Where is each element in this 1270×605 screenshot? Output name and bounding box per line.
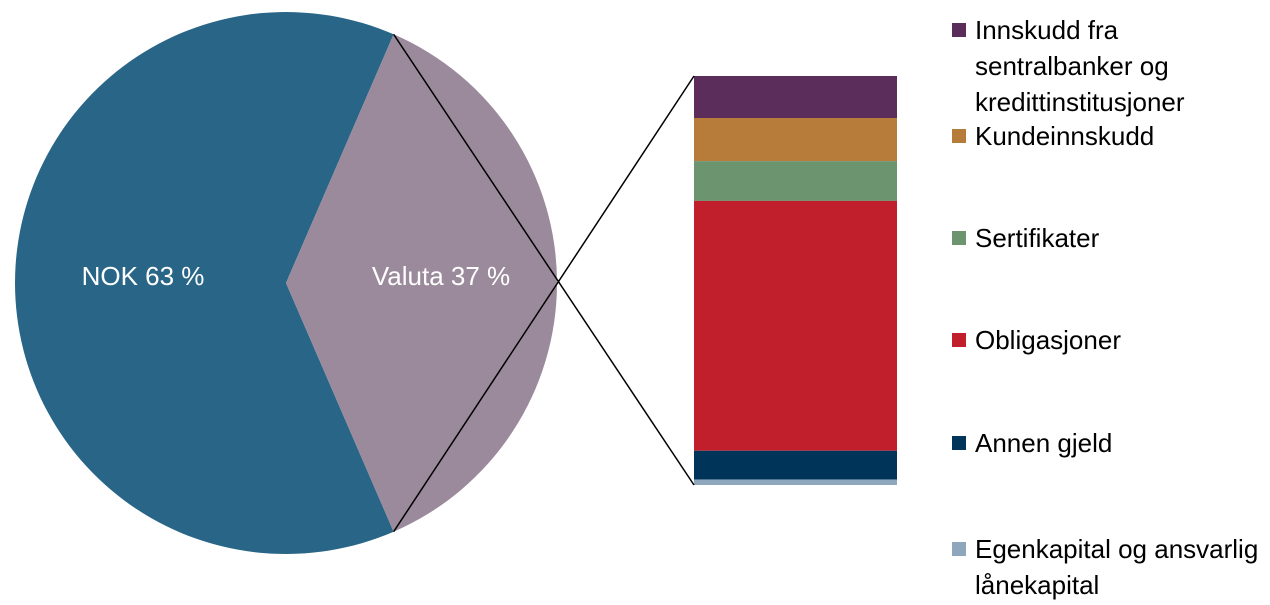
slice-label: Valuta 37 % — [372, 261, 510, 291]
legend-swatch — [952, 542, 966, 556]
legend-label: Obligasjoner — [975, 325, 1121, 355]
legend-swatch — [952, 436, 966, 450]
pie-slice — [15, 11, 394, 554]
legend-label: Egenkapital og ansvarlig lånekapital — [975, 534, 1259, 600]
bar-segment — [694, 479, 897, 485]
slice-label: NOK 63 % — [82, 261, 205, 291]
legend-label: Sertifikater — [975, 223, 1100, 253]
connector-line — [393, 33, 695, 486]
connector-line — [393, 75, 695, 533]
legend-swatch — [952, 129, 966, 143]
pie-slice — [286, 34, 558, 532]
bar-segment — [694, 450, 897, 480]
legend-swatch — [952, 231, 966, 245]
legend-swatch — [952, 333, 966, 347]
bar-segment — [694, 76, 897, 119]
bar-segment — [694, 200, 897, 451]
legend-swatch — [952, 23, 966, 37]
legend-label: Kundeinnskudd — [975, 121, 1155, 151]
legend-label: Innskudd fra sentralbanker og kredittins… — [975, 15, 1185, 117]
bar-segment — [694, 161, 897, 201]
legend-label: Annen gjeld — [975, 428, 1113, 458]
bar-segment — [694, 118, 897, 162]
